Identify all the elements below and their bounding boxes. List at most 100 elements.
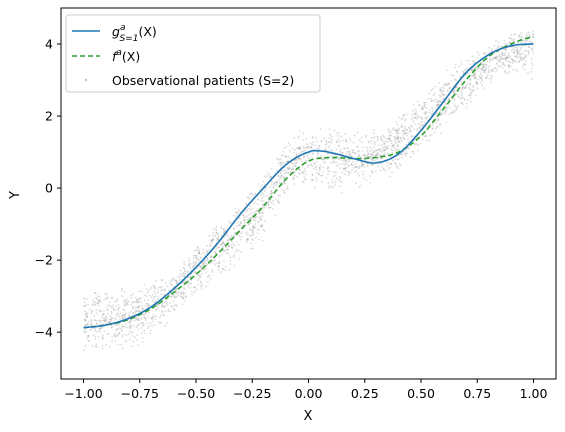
scatter-point <box>394 149 396 151</box>
scatter-point <box>211 239 214 242</box>
scatter-point <box>205 249 208 252</box>
scatter-point <box>87 323 89 326</box>
scatter-point <box>458 90 460 93</box>
scatter-point <box>95 309 98 312</box>
scatter-point <box>363 177 365 179</box>
scatter-point <box>390 140 393 143</box>
scatter-point <box>190 282 192 285</box>
scatter-point <box>149 322 152 324</box>
scatter-point <box>193 291 196 294</box>
scatter-point <box>429 134 431 137</box>
scatter-point <box>310 145 313 148</box>
scatter-point <box>280 164 283 167</box>
scatter-point <box>142 314 145 316</box>
scatter-point <box>200 267 203 270</box>
legend-label-f: fa(X) <box>112 48 140 64</box>
scatter-point <box>516 50 519 53</box>
scatter-point <box>154 299 157 302</box>
scatter-point <box>206 276 209 278</box>
scatter-point <box>206 263 209 266</box>
scatter-point <box>435 112 438 115</box>
scatter-point <box>513 51 516 54</box>
scatter-point <box>164 300 167 303</box>
scatter-point <box>215 237 218 240</box>
scatter-point <box>363 154 366 157</box>
scatter-point <box>99 301 102 303</box>
scatter-point <box>456 85 458 88</box>
scatter-point <box>484 69 487 71</box>
scatter-point <box>530 48 533 51</box>
scatter-point <box>175 282 178 285</box>
scatter-point <box>182 297 185 300</box>
scatter-point <box>120 289 123 292</box>
scatter-point <box>257 220 260 223</box>
scatter-point <box>525 54 528 57</box>
scatter-point <box>326 158 329 161</box>
scatter-point <box>413 123 416 125</box>
scatter-point <box>189 276 192 278</box>
scatter-point <box>384 149 386 152</box>
scatter-point <box>184 295 187 298</box>
scatter-point <box>527 51 530 54</box>
scatter-point <box>225 249 228 251</box>
scatter-point <box>361 150 364 152</box>
scatter-point <box>503 57 506 59</box>
scatter-point <box>454 63 457 66</box>
scatter-point <box>420 121 423 123</box>
scatter-point <box>361 164 364 167</box>
scatter-point <box>368 175 371 178</box>
scatter-point <box>278 182 281 184</box>
scatter-point <box>498 53 501 56</box>
scatter-point <box>409 127 412 130</box>
scatter-point <box>117 316 120 318</box>
scatter-point <box>430 113 433 116</box>
scatter-point <box>235 211 238 214</box>
scatter-point <box>239 238 242 241</box>
scatter-point <box>321 174 324 177</box>
scatter-point <box>137 305 139 308</box>
scatter-point <box>283 192 286 195</box>
scatter-point <box>377 152 379 155</box>
scatter-point <box>382 134 384 137</box>
scatter-point <box>449 86 452 89</box>
scatter-point <box>172 279 175 281</box>
scatter-point <box>393 162 396 165</box>
scatter-point <box>345 170 347 173</box>
scatter-point <box>418 122 420 125</box>
scatter-point <box>137 319 140 322</box>
scatter-point <box>301 180 304 183</box>
scatter-point <box>94 304 96 306</box>
scatter-point <box>95 323 98 326</box>
scatter-point <box>342 139 344 142</box>
scatter-point <box>461 63 463 66</box>
scatter-point <box>469 83 472 85</box>
scatter-point <box>419 116 422 118</box>
scatter-point <box>510 33 512 36</box>
scatter-point <box>188 259 191 262</box>
scatter-point <box>327 173 329 176</box>
scatter-point <box>440 132 442 135</box>
scatter-point <box>517 42 519 44</box>
scatter-point <box>348 150 351 153</box>
scatter-point <box>162 314 165 317</box>
scatter-point <box>444 82 447 85</box>
scatter-point <box>410 130 412 133</box>
scatter-point <box>113 334 115 336</box>
scatter-point <box>227 244 230 247</box>
scatter-point <box>407 141 410 143</box>
scatter-point <box>389 139 392 142</box>
scatter-point <box>421 107 424 109</box>
scatter-point <box>350 162 353 165</box>
scatter-point <box>520 32 522 34</box>
scatter-point <box>174 296 176 299</box>
scatter-point <box>199 274 202 277</box>
scatter-point <box>142 307 145 310</box>
scatter-point <box>447 104 450 107</box>
scatter-point <box>92 299 94 302</box>
scatter-point <box>252 213 255 215</box>
scatter-point <box>181 272 184 275</box>
scatter-point <box>304 170 307 173</box>
scatter-point <box>383 152 386 155</box>
scatter-point <box>200 281 202 284</box>
scatter-point <box>409 129 412 132</box>
